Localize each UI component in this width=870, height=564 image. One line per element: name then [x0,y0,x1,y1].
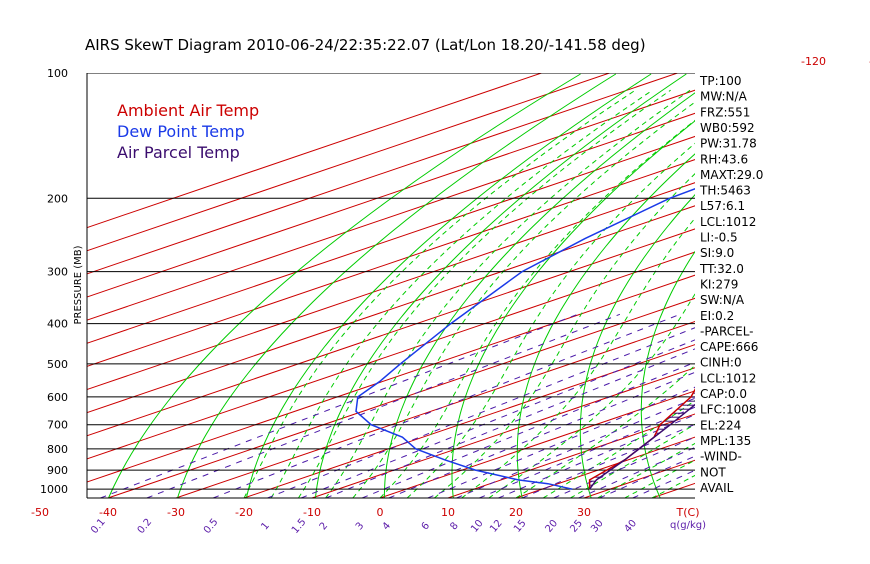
moist-adiabat-line [244,90,635,498]
bottom-temp-tick-label: 20 [509,506,523,519]
bottom-temp-tick-label: -20 [235,506,253,519]
mixing-ratio-tick-label: 0.1 [89,517,108,536]
index-value: L57:6.1 [700,199,745,213]
mixing-ratio-tick-label: 6 [420,520,433,532]
moist-adiabat-line [516,90,870,498]
mixing-ratio-tick-label: 15 [512,518,529,535]
bottom-temp-tick-label: -10 [303,506,321,519]
index-value: TP:100 [699,74,742,88]
mixing-ratio-tick-label: 40 [622,518,639,535]
index-value: LI:-0.5 [700,231,738,245]
isotherm-line [0,73,746,498]
legend-entry-parcel: Air Parcel Temp [117,143,240,162]
mixing-ratio-tick-label: 4 [381,520,394,532]
mixing-ratio-tick-label: 12 [488,518,505,535]
isotherm-line [788,73,870,498]
legend: Ambient Air Temp Dew Point Temp Air Parcel… [117,101,259,162]
index-value: -WIND- [700,450,742,464]
pressure-tick-label: 1000 [40,483,68,496]
index-value: FRZ:551 [700,105,750,119]
isotherm-line [652,73,870,498]
mixing-ratio-tick-label: 0.2 [136,517,155,536]
index-value: LCL:1012 [700,371,756,385]
mixing-ratio-tick-label: 25 [568,518,585,535]
legend-entry-ambient: Ambient Air Temp [117,101,259,120]
bottom-temp-tick-label: 0 [377,506,384,519]
pressure-tick-label: 500 [47,358,68,371]
mixing-ratio-tick-label: 8 [448,520,461,532]
pressure-tick-label: 200 [47,192,68,205]
index-value: SI:9.0 [700,246,734,260]
dry-adiabat-line [246,74,651,498]
index-value: MAXT:29.0 [700,168,763,182]
index-value: EI:0.2 [700,309,734,323]
bottom-temp-tick-label: -40 [99,506,117,519]
index-value: AVAIL [700,481,734,495]
index-value: KI:279 [700,277,738,291]
index-value: CAPE:666 [700,340,758,354]
mixing-ratio-unit-label: q(g/kg) [670,520,706,531]
index-value: EL:224 [700,418,741,432]
top-temp-tick-label: -120 [801,55,826,68]
pressure-tick-label: 300 [47,266,68,279]
index-value: SW:N/A [700,293,745,307]
pressure-tick-label: 400 [47,318,68,331]
index-value: LCL:1012 [700,215,756,229]
mixing-ratio-tick-label: 0.5 [202,517,221,536]
dry-adiabat-line [758,74,870,498]
pressure-tick-label: 600 [47,391,68,404]
index-value: MW:N/A [700,90,748,104]
moist-adiabat-line [380,90,735,498]
isotherm-line [0,73,678,498]
index-value: CINH:0 [700,356,742,370]
y-axis-label: PRESSURE (MB) [73,245,84,324]
mixing-ratio-tick-label: 1 [259,520,272,532]
mixing-ratio-tick-label: 3 [354,520,367,532]
index-value: LFC:1008 [700,403,757,417]
mixing-ratio-tick-label: 10 [469,518,486,535]
index-value: TH:5463 [699,184,751,198]
index-value: -PARCEL- [700,324,754,338]
moist-adiabat-line [489,90,868,498]
mixing-ratio-tick-label: 30 [589,518,606,535]
chart-title: AIRS SkewT Diagram 2010-06-24/22:35:22.0… [85,36,646,54]
index-value: NOT [700,465,726,479]
index-value: TT:32.0 [699,262,744,276]
index-value: CAP:0.0 [700,387,747,401]
pressure-tick-label: 800 [47,443,68,456]
bottom-temp-tick-label: 10 [441,506,455,519]
moist-adiabat-line [271,90,652,498]
legend-entry-dewpoint: Dew Point Temp [117,122,245,141]
index-value: RH:43.6 [700,152,748,166]
index-value: PW:31.78 [700,137,757,151]
bottom-temp-tick-label: 30 [577,506,591,519]
x-axis-label: T(C) [676,506,700,519]
dry-adiabat-line [813,74,870,498]
index-value: WB0:592 [700,121,755,135]
moist-adiabat-line [652,90,870,498]
dry-adiabat-line [315,74,686,498]
pressure-tick-label: 900 [47,464,68,477]
bottom-temp-tick-label: -30 [167,506,185,519]
mixing-ratio-tick-label: 20 [543,518,560,535]
pressure-tick-label: 100 [47,67,68,80]
mixing-ratio-tick-label: 1.5 [290,517,309,536]
bottom-temp-tick-label: -50 [31,506,49,519]
index-value: MPL:135 [700,434,751,448]
pressure-tick-label: 700 [47,419,68,432]
mixing-ratio-tick-label: 2 [318,520,331,532]
